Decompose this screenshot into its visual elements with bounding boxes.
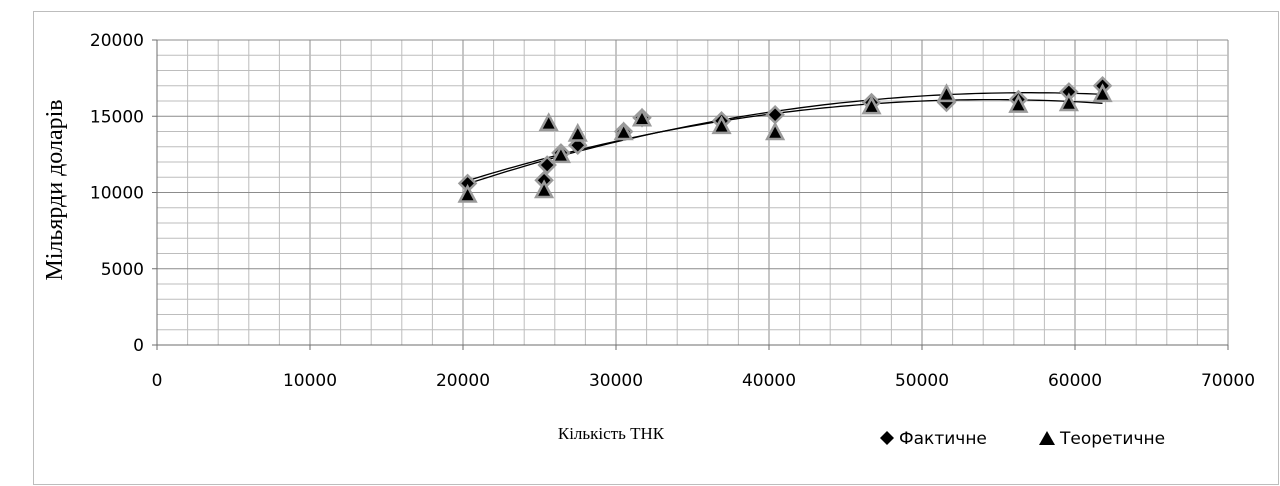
legend: Фактичне Теоретичне: [880, 429, 1165, 449]
data-point-theoretical: [1058, 92, 1079, 112]
data-point-theoretical: [711, 115, 732, 135]
legend-triangle-marker: [1039, 431, 1055, 445]
data-point-theoretical: [613, 121, 634, 141]
y-tick-label: 20000: [90, 31, 144, 51]
y-axis-label: Мільярди доларів: [42, 99, 68, 280]
data-point-theoretical: [765, 121, 786, 141]
data-point-theoretical: [1008, 93, 1029, 113]
data-point-theoretical: [1092, 83, 1113, 103]
trend-lines: [467, 92, 1103, 185]
y-tick-label: 15000: [90, 107, 144, 127]
x-tick-label: 0: [152, 371, 163, 391]
y-tick-label: 10000: [90, 184, 144, 204]
trend-line-actual: [467, 92, 1103, 185]
x-tick-label: 50000: [895, 371, 949, 391]
x-tick-label: 30000: [589, 371, 643, 391]
axes: 0 10000 20000 30000 40000 50000 60000 70000 0 500…: [90, 31, 1255, 391]
y-tick-label: 5000: [101, 260, 144, 280]
x-axis-label: Кількість ТНК: [558, 424, 665, 443]
x-tick-label: 70000: [1201, 371, 1255, 391]
trend-line-theoretical: [467, 98, 1103, 182]
data-point-theoretical: [936, 83, 957, 103]
x-tick-label: 40000: [742, 371, 796, 391]
data-points: [457, 75, 1113, 203]
data-point-theoretical: [631, 107, 653, 127]
data-point-theoretical: [550, 144, 572, 164]
data-point-theoretical: [534, 179, 555, 199]
legend-label-actual: Фактичне: [899, 429, 987, 449]
data-point-theoretical: [567, 122, 588, 142]
data-point-theoretical: [861, 95, 882, 115]
chart-frame: [33, 11, 1279, 485]
legend-label-theoretical: Теоретичне: [1059, 429, 1165, 449]
x-tick-label: 10000: [283, 371, 337, 391]
x-tick-label: 60000: [1048, 371, 1102, 391]
data-point-theoretical: [457, 183, 478, 203]
data-point-actual: [765, 104, 785, 125]
legend-diamond-marker: [880, 431, 894, 445]
y-tick-label: 0: [133, 336, 144, 356]
data-point-theoretical: [538, 112, 559, 132]
x-tick-label: 20000: [436, 371, 490, 391]
